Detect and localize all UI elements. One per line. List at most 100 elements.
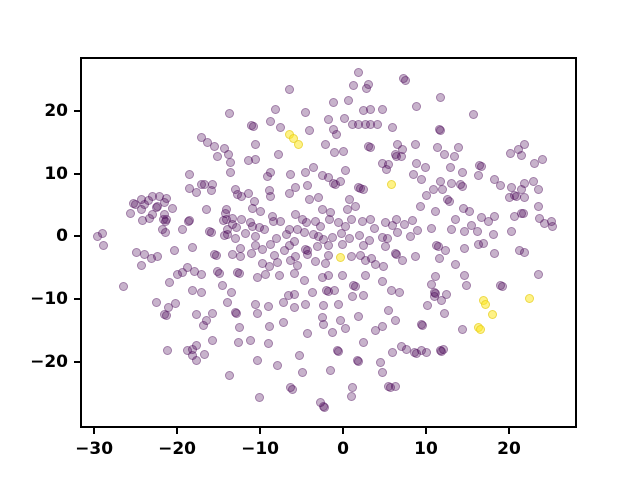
- data-point: [261, 269, 271, 279]
- data-point: [131, 200, 141, 210]
- data-point: [348, 383, 358, 393]
- data-point: [391, 214, 401, 224]
- data-point: [377, 277, 387, 287]
- data-point: [184, 216, 194, 226]
- data-point: [460, 226, 470, 236]
- data-point: [427, 223, 437, 233]
- data-point: [384, 306, 394, 316]
- data-point: [533, 269, 543, 279]
- data-point: [245, 336, 255, 346]
- data-point: [290, 268, 300, 278]
- data-point: [321, 258, 331, 268]
- data-point: [405, 232, 415, 242]
- data-point: [302, 328, 312, 338]
- x-tick-label: 20: [497, 439, 521, 459]
- data-point: [273, 149, 283, 159]
- data-point: [324, 173, 334, 183]
- data-point: [192, 340, 202, 350]
- data-point: [344, 95, 354, 105]
- data-point: [224, 370, 234, 380]
- data-point: [421, 163, 431, 173]
- y-tick-label: −20: [30, 351, 68, 372]
- data-point: [385, 383, 395, 393]
- data-point: [256, 206, 266, 216]
- data-point: [167, 203, 177, 213]
- data-point: [525, 294, 535, 304]
- data-point: [264, 321, 274, 331]
- y-tick-mark: [74, 297, 80, 300]
- data-point: [208, 308, 218, 318]
- data-point: [251, 241, 261, 251]
- data-point: [465, 206, 475, 216]
- x-tick-label: −10: [241, 439, 279, 459]
- data-point: [360, 255, 370, 265]
- data-point: [354, 357, 364, 367]
- data-point: [330, 147, 340, 157]
- data-point: [439, 308, 449, 318]
- data-point: [302, 246, 312, 256]
- data-point: [418, 321, 428, 331]
- data-point: [409, 169, 419, 179]
- y-tick-mark: [74, 360, 80, 363]
- data-point: [145, 214, 155, 224]
- x-tick-label: −20: [158, 439, 197, 459]
- x-tick-mark: [93, 428, 96, 434]
- y-tick-label: 20: [44, 100, 68, 121]
- data-point: [153, 251, 163, 261]
- data-point: [271, 104, 281, 114]
- data-point: [411, 102, 421, 111]
- data-point: [253, 355, 263, 365]
- data-point: [399, 220, 409, 230]
- data-point: [287, 384, 297, 394]
- data-point: [251, 232, 261, 242]
- data-point: [518, 209, 528, 219]
- data-point: [266, 239, 276, 249]
- data-point: [225, 157, 235, 167]
- data-point: [327, 327, 337, 337]
- data-point: [235, 251, 245, 261]
- data-point: [223, 298, 233, 308]
- data-point: [196, 132, 206, 142]
- data-point: [530, 159, 540, 169]
- data-point: [178, 268, 188, 278]
- data-point: [410, 251, 420, 261]
- data-point: [433, 242, 443, 252]
- data-point: [359, 337, 369, 347]
- data-point: [490, 175, 500, 185]
- data-point: [533, 185, 543, 195]
- data-point: [268, 216, 278, 226]
- data-point: [251, 154, 261, 164]
- data-point: [196, 288, 206, 298]
- data-point: [365, 215, 375, 225]
- data-point: [431, 271, 441, 281]
- data-point: [336, 229, 346, 239]
- data-point: [447, 225, 457, 235]
- data-point: [297, 368, 307, 378]
- x-tick-mark: [507, 428, 510, 434]
- data-point: [185, 170, 195, 180]
- data-point: [388, 348, 398, 358]
- data-point: [288, 133, 298, 143]
- data-point: [227, 287, 237, 297]
- data-point: [473, 170, 483, 180]
- data-point: [301, 167, 311, 177]
- data-point: [394, 287, 404, 297]
- data-point: [422, 348, 432, 358]
- data-point: [302, 180, 312, 190]
- data-point: [468, 109, 478, 119]
- data-point: [336, 316, 346, 326]
- data-point: [365, 143, 375, 153]
- data-point: [126, 209, 136, 219]
- data-point: [342, 204, 352, 214]
- data-point: [388, 122, 398, 132]
- data-point: [341, 324, 350, 334]
- data-point: [233, 337, 243, 347]
- data-point: [136, 205, 146, 215]
- data-point: [400, 75, 410, 85]
- data-point: [393, 227, 403, 237]
- y-tick-label: 10: [44, 163, 68, 184]
- data-point: [365, 104, 375, 114]
- data-point: [478, 238, 488, 248]
- data-point: [449, 151, 459, 161]
- data-point: [160, 216, 170, 226]
